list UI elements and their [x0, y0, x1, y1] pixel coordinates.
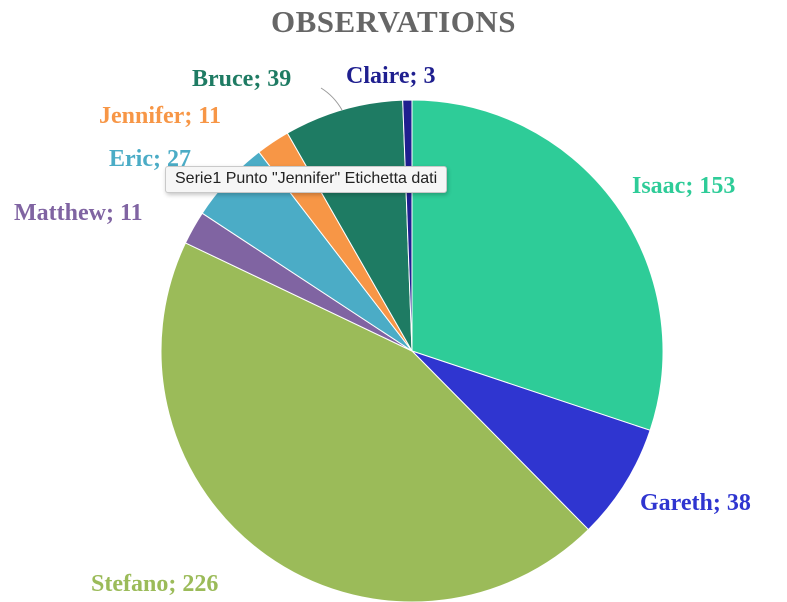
- data-label-tooltip: Serie1 Punto "Jennifer" Etichetta dati: [165, 166, 448, 193]
- data-label-bruce[interactable]: Bruce; 39: [192, 66, 291, 92]
- pie-slice-stefano: [160, 242, 590, 602]
- data-label-stefano[interactable]: Stefano; 226: [91, 571, 218, 597]
- pie-slice-bruce: [286, 99, 413, 352]
- pie-slice-claire: [402, 99, 413, 352]
- chart-title: OBSERVATIONS: [271, 4, 516, 39]
- leader-line-claire: [320, 87, 343, 111]
- pie-slice-gareth: [411, 350, 651, 531]
- data-label-claire[interactable]: Claire; 3: [346, 63, 436, 89]
- pie-slice-isaac: [411, 99, 664, 431]
- data-label-gareth[interactable]: Gareth; 38: [640, 490, 751, 516]
- data-label-jennifer[interactable]: Jennifer; 11: [99, 103, 221, 129]
- data-label-isaac[interactable]: Isaac; 153: [632, 173, 735, 199]
- data-label-matthew[interactable]: Matthew; 11: [14, 200, 143, 226]
